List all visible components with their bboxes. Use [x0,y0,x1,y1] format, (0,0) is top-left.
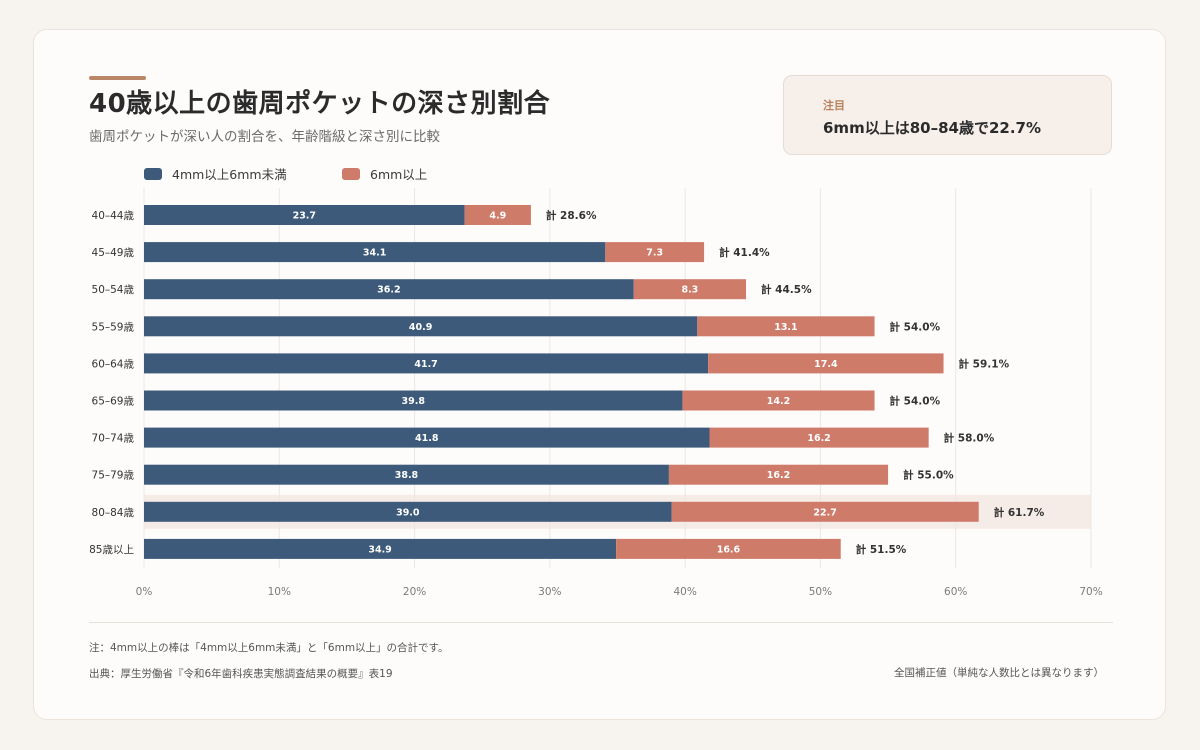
source-citation: 出典：厚生労働省『令和6年歯科疾患実態調査結果の概要』表19 [89,668,393,680]
title-accent-bar [89,76,146,80]
category-label: 45–49歳 [92,247,135,259]
x-tick-label: 50% [809,586,832,598]
data-label: 4.9 [489,211,506,222]
total-label: 計 61.7% [994,506,1045,519]
category-label: 75–79歳 [92,470,135,482]
data-label: 23.7 [293,211,316,222]
category-label: 70–74歳 [92,433,135,445]
bar-segment-moderate [144,242,606,263]
callout-text: 6mm以上は80–84歳で22.7% [823,119,1041,137]
bar-segment-deep [668,464,889,485]
total-label: 計 51.5% [856,543,907,556]
data-label: 16.6 [717,544,741,555]
data-label: 14.2 [767,396,790,407]
category-label: 55–59歳 [92,321,135,333]
x-tick-label: 60% [944,586,967,598]
data-basis-note: 全国補正値（単純な人数比とは異なります） [894,667,1104,679]
data-label: 34.9 [368,544,391,555]
category-label: 60–64歳 [92,358,135,370]
x-tick-label: 0% [136,586,153,598]
data-label: 7.3 [646,248,663,259]
bar-segment-deep [605,242,705,263]
total-label: 計 55.0% [903,469,954,482]
data-label: 8.3 [681,285,698,296]
data-label: 41.8 [415,433,439,444]
bar-segment-deep [616,538,841,559]
legend-item-deep: 6mm以上 [342,164,427,183]
total-label: 計 28.6% [546,209,597,222]
legend-item-moderate: 4mm以上6mm未満 [144,164,287,183]
total-label: 計 41.4% [719,246,770,259]
category-label: 50–54歳 [92,284,135,296]
bar-segment-deep [671,501,979,522]
bar-segment-deep [708,353,944,374]
chart-title: 40歳以上の歯周ポケットの深さ別割合 [89,89,551,119]
bar-segment-moderate [144,427,710,448]
data-label: 13.1 [774,322,797,333]
data-label: 39.0 [396,507,420,518]
bar-segment-deep [697,316,875,337]
total-label: 計 44.5% [761,283,812,296]
bar-segment-moderate [144,501,672,522]
x-tick-label: 10% [268,586,291,598]
chart-subtitle: 歯周ポケットが深い人の割合を、年齢階級と深さ別に比較 [89,129,440,145]
data-label: 16.2 [807,433,830,444]
legend-swatch-moderate [144,167,162,180]
bar-segment-deep [464,205,531,225]
data-label: 38.8 [395,470,419,481]
data-label: 36.2 [377,285,400,296]
highlight-callout: 注目 6mm以上は80–84歳で22.7% [783,75,1112,155]
bar-segment-deep [682,390,875,411]
bar-segment-moderate [144,353,709,374]
total-label: 計 54.0% [890,395,941,408]
legend-swatch-deep [342,167,360,180]
total-label: 計 59.1% [959,357,1010,370]
category-label: 80–84歳 [92,507,135,519]
data-label: 40.9 [409,322,432,333]
bar-segment-moderate [144,205,465,225]
footer-divider [89,622,1113,623]
bar-segment-moderate [144,464,669,485]
category-label: 40–44歳 [92,210,135,222]
x-tick-label: 30% [538,586,561,598]
total-label: 計 58.0% [944,432,995,445]
data-label: 16.2 [767,470,790,481]
x-tick-label: 40% [673,586,696,598]
bar-segment-deep [633,279,747,300]
category-label: 65–69歳 [92,396,135,408]
data-label: 22.7 [813,507,836,518]
category-label: 85歳以上 [89,544,134,556]
footnote: 注：4mm以上の棒は「4mm以上6mm未満」と「6mm以上」の合計です。 [89,642,449,654]
data-label: 17.4 [814,359,838,370]
total-label: 計 54.0% [890,320,941,333]
bar-segment-moderate [144,538,617,559]
bar-segment-moderate [144,279,634,300]
bar-segment-moderate [144,390,683,411]
bar-segment-moderate [144,316,698,337]
x-tick-label: 20% [403,586,426,598]
x-tick-label: 70% [1079,586,1102,598]
legend-label-deep: 6mm以上 [370,167,428,182]
data-label: 34.1 [363,248,386,259]
legend-label-moderate: 4mm以上6mm未満 [172,167,287,182]
callout-label: 注目 [823,99,845,112]
data-label: 39.8 [401,396,425,407]
bar-segment-deep [709,427,929,448]
data-label: 41.7 [414,359,437,370]
